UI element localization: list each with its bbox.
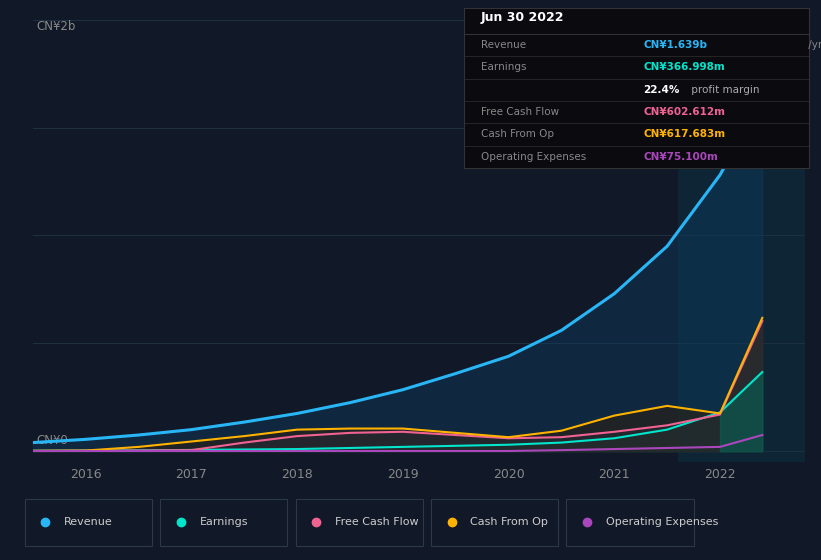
Text: Earnings: Earnings bbox=[200, 517, 248, 528]
Text: /yr: /yr bbox=[805, 40, 821, 50]
Bar bbox=[677, 20, 805, 462]
Text: CN¥1.639b: CN¥1.639b bbox=[643, 40, 707, 50]
Text: Cash From Op: Cash From Op bbox=[470, 517, 548, 528]
Text: CN¥366.998m: CN¥366.998m bbox=[643, 63, 725, 72]
Text: profit margin: profit margin bbox=[688, 85, 759, 95]
Text: Operating Expenses: Operating Expenses bbox=[606, 517, 718, 528]
Text: Jun 30 2022: Jun 30 2022 bbox=[481, 11, 565, 24]
Text: CN¥602.612m: CN¥602.612m bbox=[643, 107, 725, 117]
Text: Earnings: Earnings bbox=[481, 63, 526, 72]
Text: Free Cash Flow: Free Cash Flow bbox=[335, 517, 419, 528]
Text: CN¥617.683m: CN¥617.683m bbox=[643, 129, 725, 139]
Text: Free Cash Flow: Free Cash Flow bbox=[481, 107, 559, 117]
Text: CN¥0: CN¥0 bbox=[37, 434, 68, 447]
Text: CN¥2b: CN¥2b bbox=[37, 20, 76, 32]
Text: Operating Expenses: Operating Expenses bbox=[481, 152, 586, 162]
Text: Revenue: Revenue bbox=[64, 517, 112, 528]
Text: 22.4%: 22.4% bbox=[643, 85, 680, 95]
Text: CN¥75.100m: CN¥75.100m bbox=[643, 152, 718, 162]
Text: Revenue: Revenue bbox=[481, 40, 526, 50]
Text: Cash From Op: Cash From Op bbox=[481, 129, 554, 139]
